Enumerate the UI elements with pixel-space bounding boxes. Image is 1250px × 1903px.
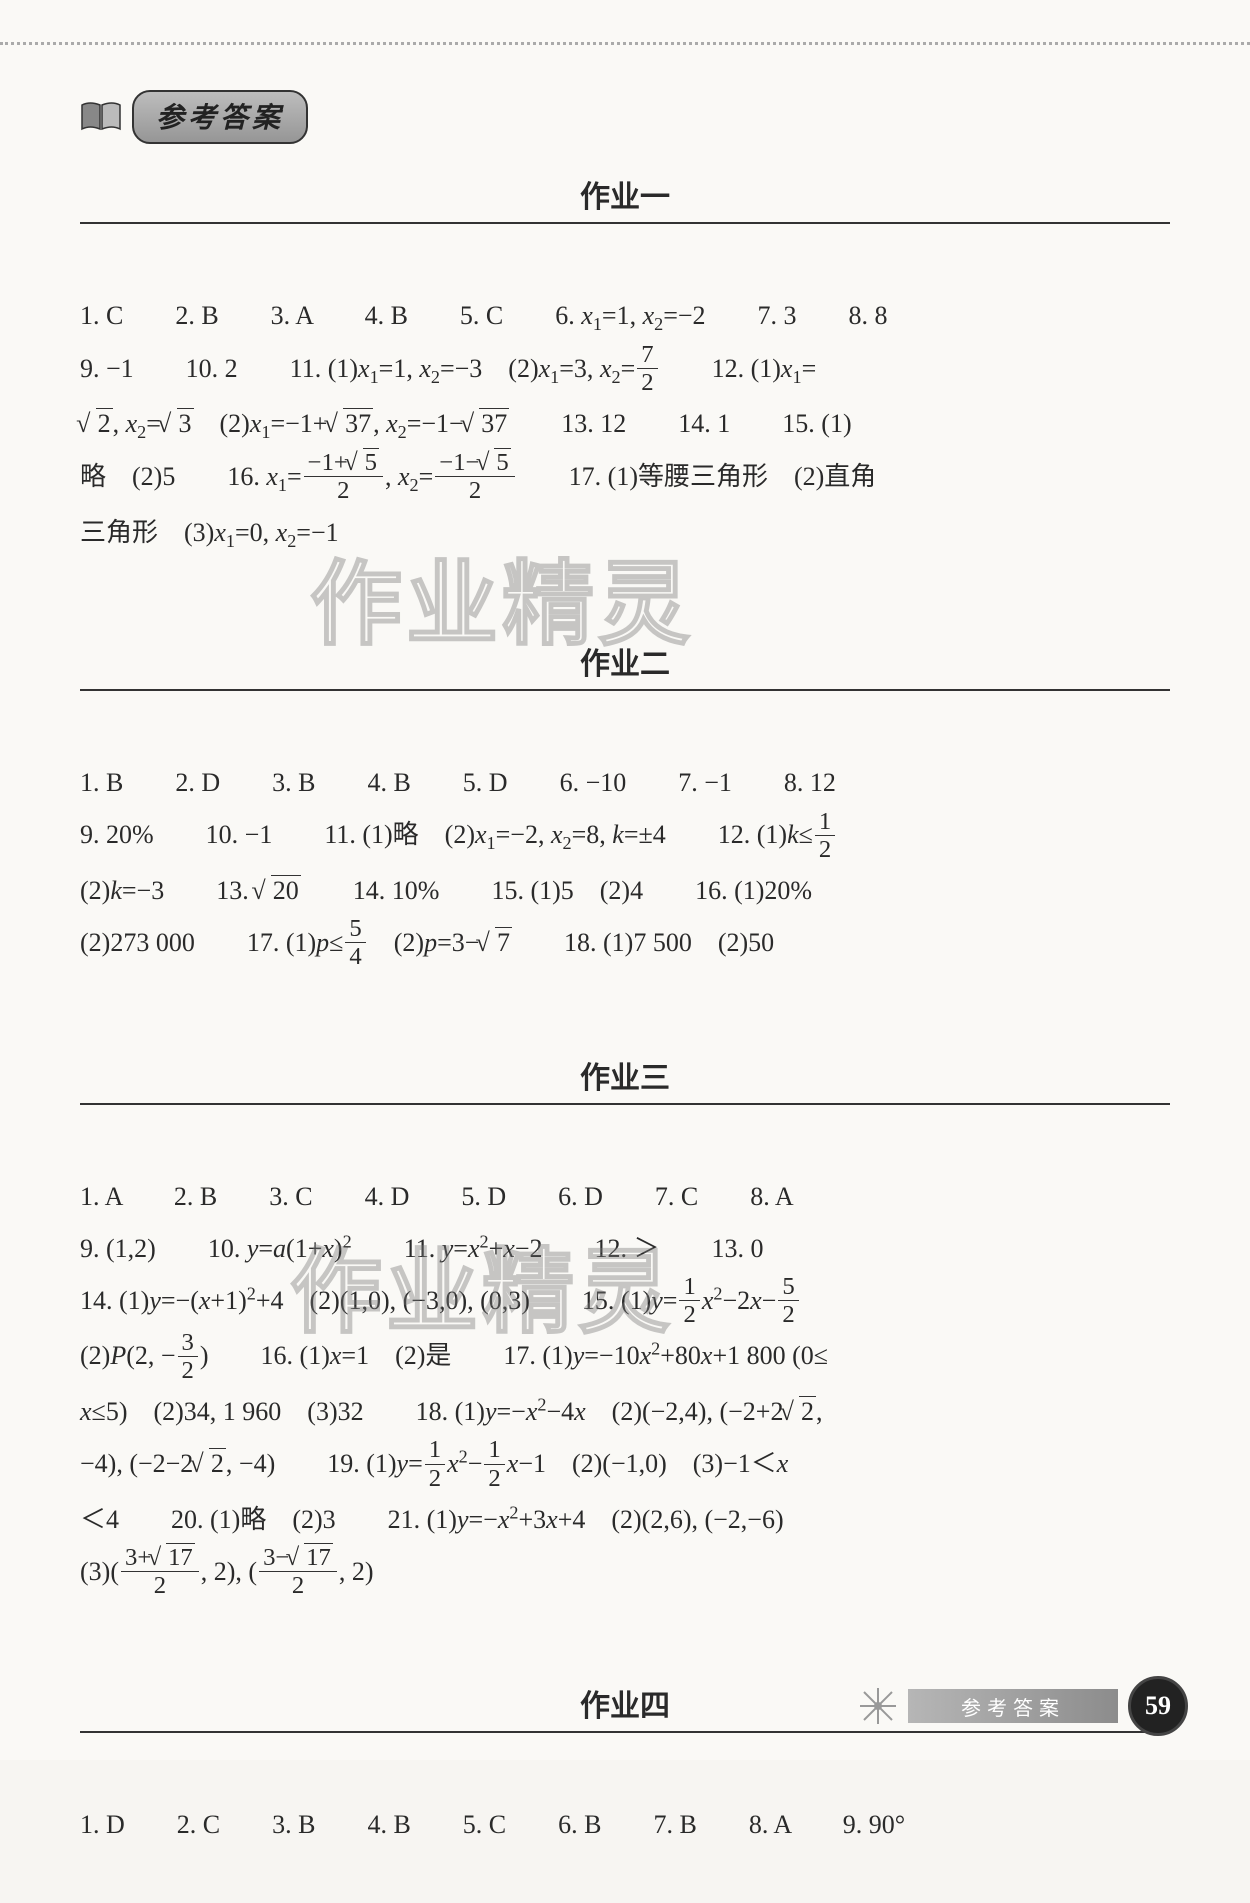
section-rule — [80, 1103, 1170, 1105]
answer-text: 1. A 2. B 3. C 4. D 5. D 6. D 7. C 8. A … — [80, 1182, 828, 1642]
page-root: 参考答案 作业一 1. C 2. B 3. A 4. B 5. C 6. x1=… — [0, 0, 1250, 1760]
top-dotted-rule — [0, 42, 1250, 45]
section-title-3: 作业三 — [80, 1053, 1170, 1097]
answers-block-4: 1. D 2. C 3. B 4. B 5. C 6. B 7. B 8. A … — [80, 1747, 1170, 1903]
answers-block-3: 1. A 2. B 3. C 4. D 5. D 6. D 7. C 8. A … — [80, 1119, 1170, 1654]
answer-text: 1. B 2. D 3. B 4. B 5. D 6. −10 7. −1 8.… — [80, 768, 863, 1012]
book-icon — [80, 99, 122, 135]
header-label: 参考答案 — [132, 90, 308, 144]
page-number: 59 — [1128, 1676, 1188, 1736]
section-title-1: 作业一 — [80, 172, 1170, 216]
answers-block-1: 1. C 2. B 3. A 4. B 5. C 6. x1=1, x2=−2 … — [80, 238, 1170, 611]
section-rule — [80, 689, 1170, 691]
answer-text: 1. C 2. B 3. A 4. B 5. C 6. x1=1, x2=−2 … — [80, 301, 914, 599]
page-footer: 参考答案 59 — [858, 1676, 1188, 1736]
answers-block-2: 1. B 2. D 3. B 4. B 5. D 6. −10 7. −1 8.… — [80, 705, 1170, 1024]
section-rule — [80, 222, 1170, 224]
snowflake-icon — [858, 1686, 898, 1726]
section-title-2: 作业二 — [80, 639, 1170, 683]
footer-label: 参考答案 — [908, 1689, 1118, 1723]
answer-text: 1. D 2. C 3. B 4. B 5. C 6. B 7. B 8. A … — [80, 1810, 905, 1891]
header-badge: 参考答案 — [80, 90, 308, 144]
